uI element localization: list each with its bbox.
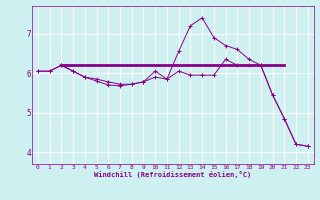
X-axis label: Windchill (Refroidissement éolien,°C): Windchill (Refroidissement éolien,°C) <box>94 171 252 178</box>
